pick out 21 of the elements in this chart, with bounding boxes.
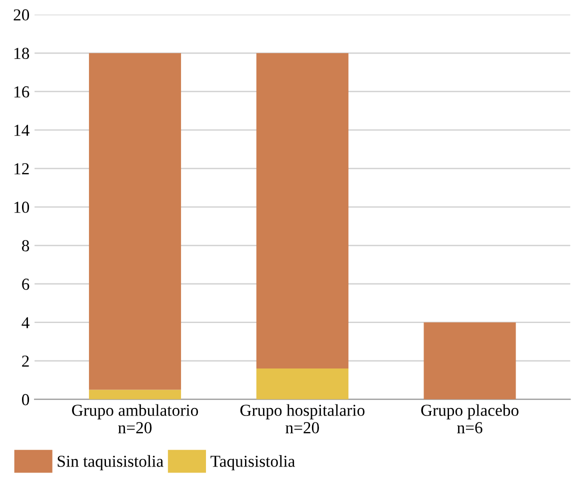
bar <box>256 53 348 369</box>
y-tick-label: 10 <box>14 202 30 213</box>
bar <box>88 390 182 400</box>
bar <box>88 53 182 390</box>
y-tick-label: 2 <box>22 356 29 367</box>
bar <box>256 368 348 400</box>
y-tick-label: 14 <box>14 124 30 136</box>
y-tick-label: 6 <box>22 278 30 290</box>
x-tick-label: Grupo placebo n=6 <box>421 404 518 434</box>
y-tick-label: 18 <box>14 48 30 60</box>
y-tick-label: 4 <box>22 317 30 328</box>
legend-label: Taquisistolia <box>210 455 295 470</box>
legend-label: Sin taquisistolia <box>58 455 164 470</box>
y-tick-label: 0 <box>22 394 30 406</box>
y-tick-label: 12 <box>14 163 29 174</box>
x-tick-label: Grupo ambulatorio n=20 <box>72 404 198 434</box>
y-tick-label: 8 <box>22 240 30 252</box>
x-tick-label: Grupo hospitalario n=20 <box>240 404 364 434</box>
bar <box>424 322 516 400</box>
y-tick-label: 20 <box>14 9 30 21</box>
y-tick-label: 16 <box>14 86 30 98</box>
